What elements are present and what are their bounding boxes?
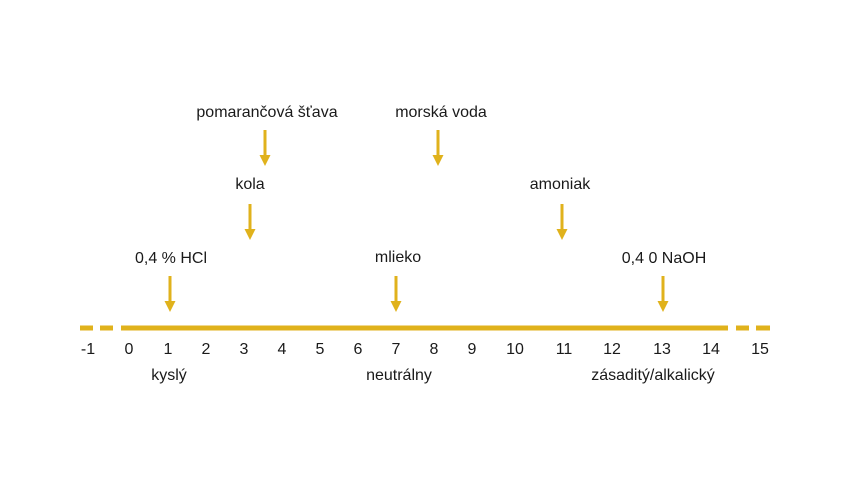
tick-label: 1: [163, 341, 173, 358]
arrow-head: [164, 301, 176, 312]
tick-label: 14: [702, 341, 720, 358]
tick-label: 13: [653, 341, 671, 358]
label-milk: mlieko: [374, 249, 422, 266]
label-sea-water: morská voda: [395, 104, 487, 121]
label-orange-juice: pomarančová šťava: [196, 104, 338, 121]
arrow-head: [556, 229, 568, 240]
label-hcl: 0,4 % HCl: [134, 250, 208, 267]
arrow-orange-juice: [259, 130, 271, 166]
region-basic: zásaditý/alkalický: [591, 367, 715, 384]
label-naoh: 0,4 0 NaOH: [621, 250, 707, 267]
region-neutral: neutrálny: [366, 367, 432, 384]
arrow-head: [244, 229, 256, 240]
arrow-hcl: [164, 276, 176, 312]
tick-label: 0: [124, 341, 134, 358]
tick-label: 2: [201, 341, 211, 358]
tick-label: 3: [239, 341, 249, 358]
arrow-naoh: [657, 276, 669, 312]
arrow-head: [432, 155, 444, 166]
arrow-head: [657, 301, 669, 312]
tick-label: 9: [467, 341, 477, 358]
arrow-sea-water: [432, 130, 444, 166]
arrow-milk: [390, 276, 402, 312]
arrow-kola: [244, 204, 256, 240]
label-ammonia: amoniak: [529, 176, 591, 193]
tick-label: 11: [555, 341, 573, 358]
tick-label: 6: [353, 341, 363, 358]
tick-label: -1: [80, 341, 96, 358]
region-acidic: kyslý: [151, 367, 187, 384]
arrow-head: [390, 301, 402, 312]
tick-label: 12: [603, 341, 621, 358]
tick-label: 8: [429, 341, 439, 358]
tick-label: 15: [751, 341, 769, 358]
label-kola: kola: [235, 176, 265, 193]
tick-label: 10: [506, 341, 524, 358]
tick-label: 4: [277, 341, 287, 358]
arrow-head: [259, 155, 271, 166]
tick-label: 5: [315, 341, 325, 358]
tick-label: 7: [391, 341, 401, 358]
arrow-ammonia: [556, 204, 568, 240]
